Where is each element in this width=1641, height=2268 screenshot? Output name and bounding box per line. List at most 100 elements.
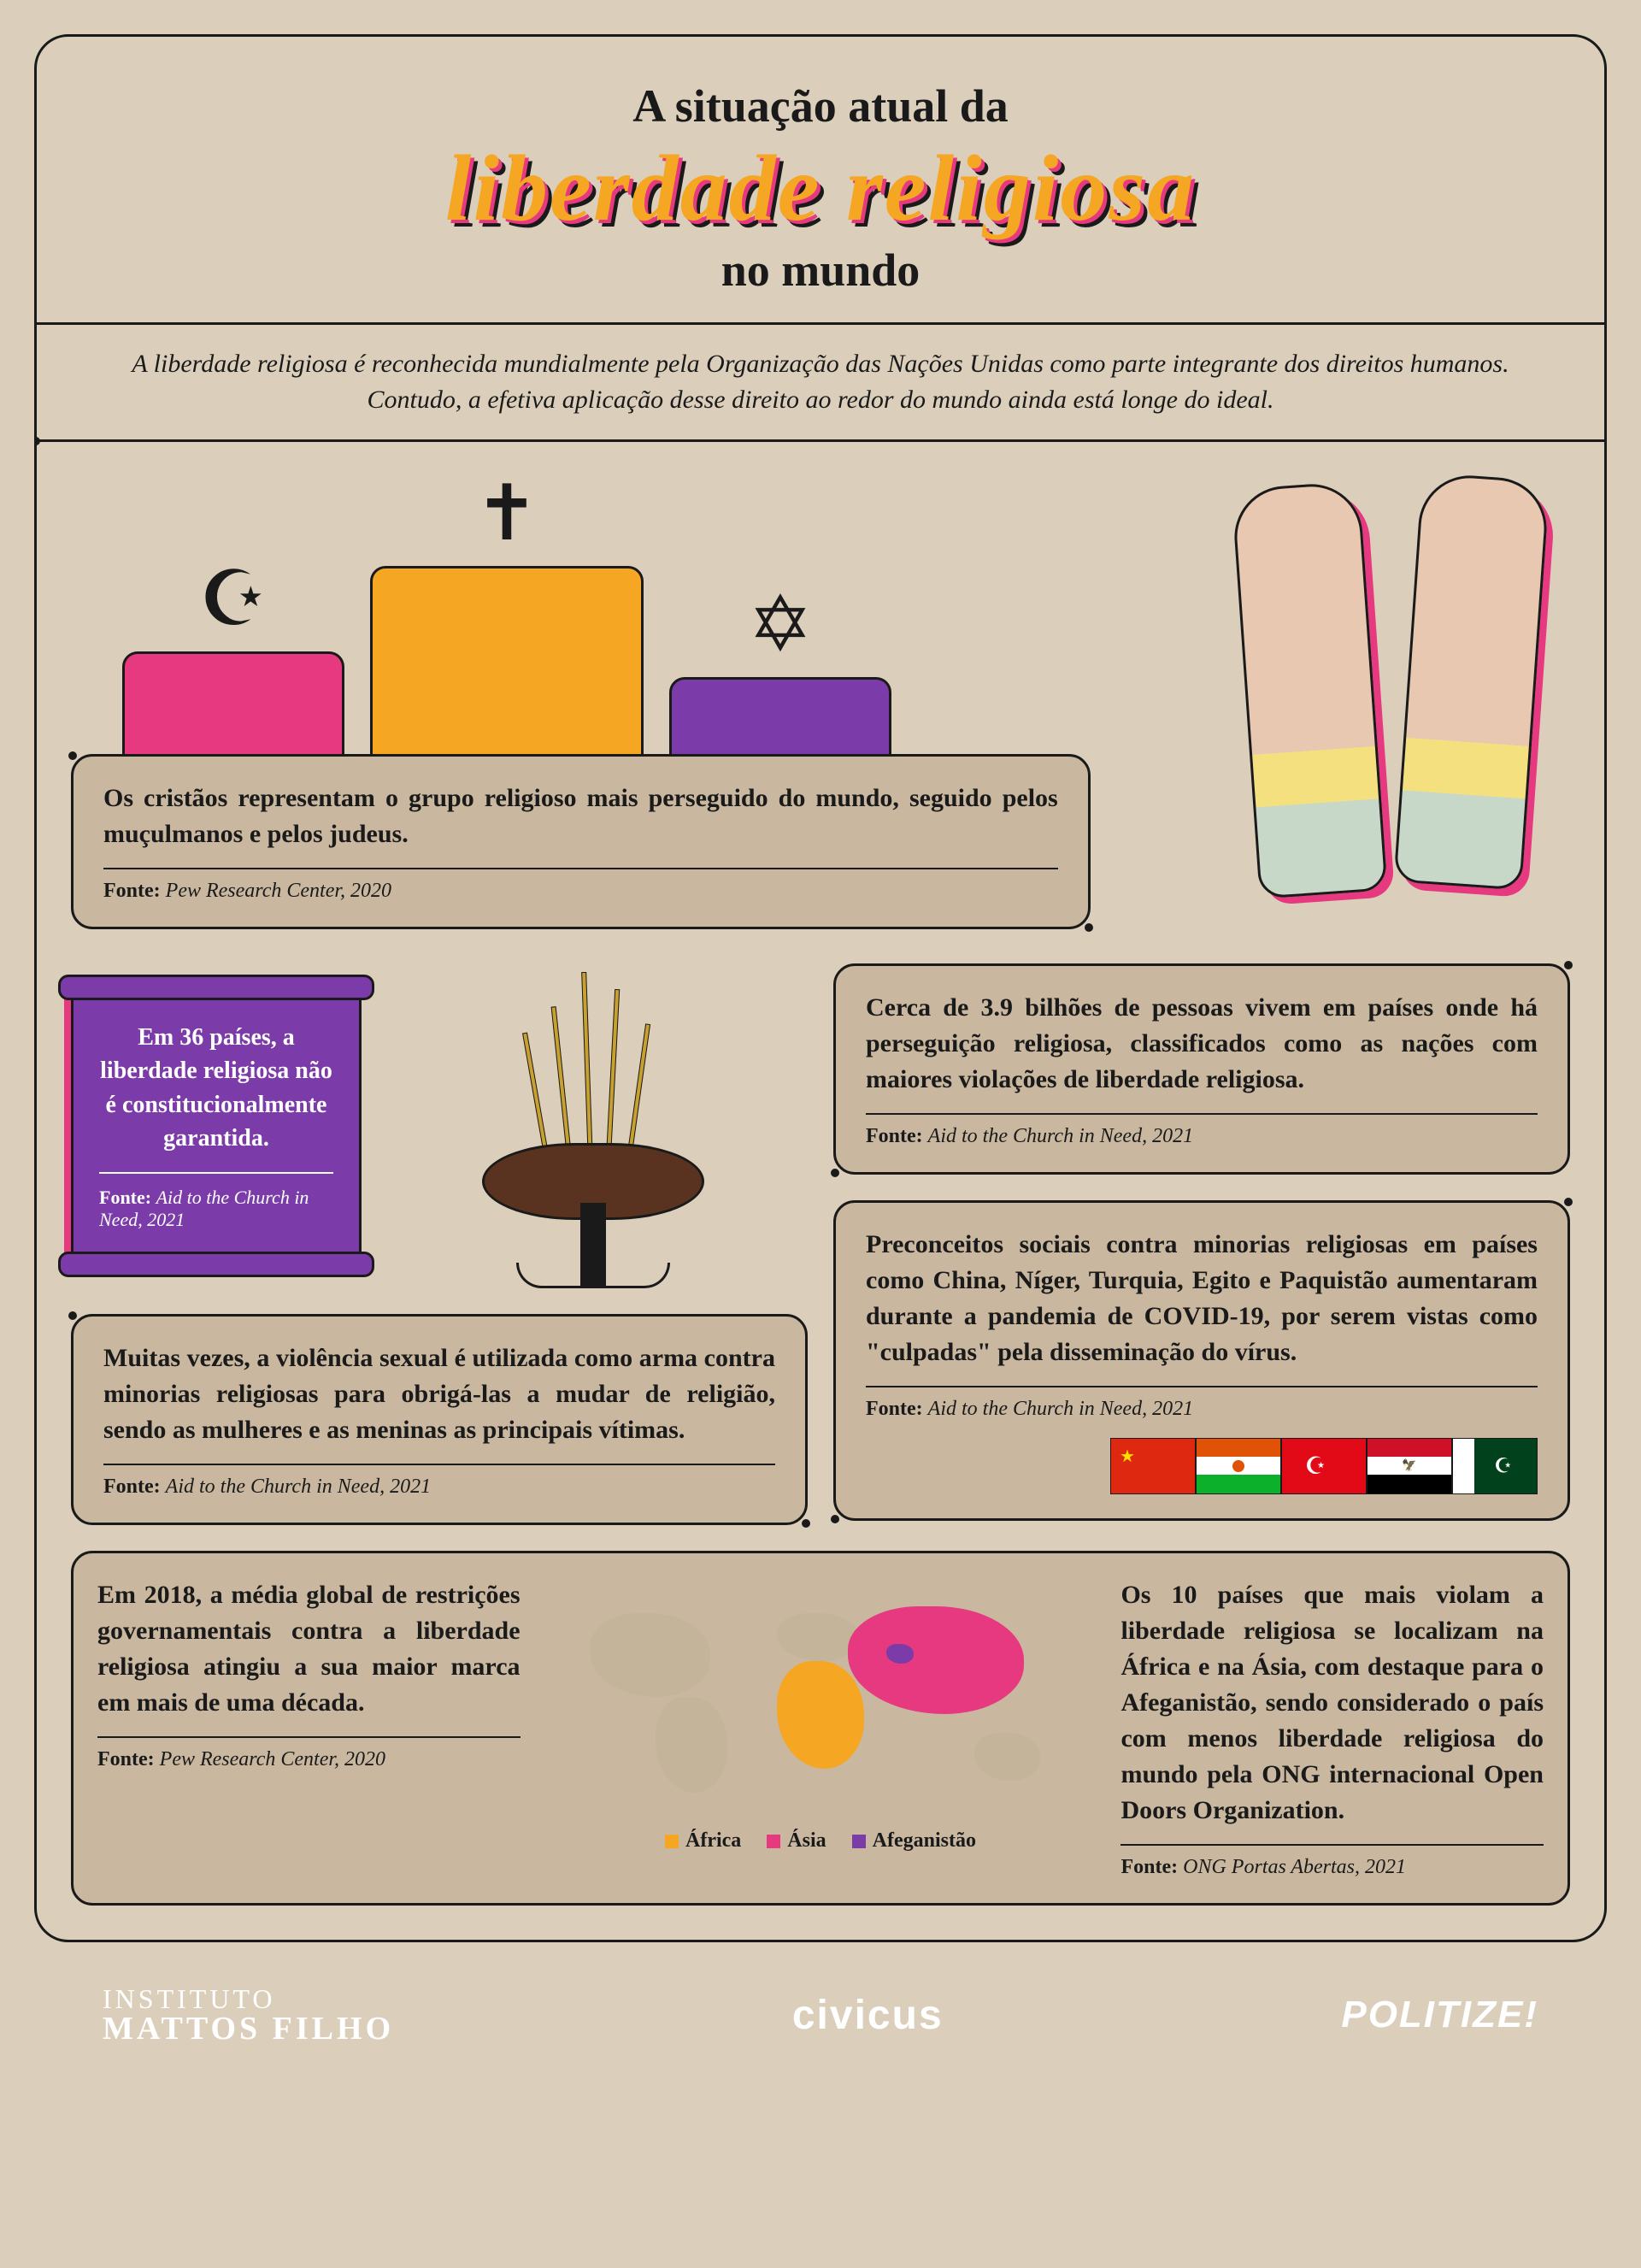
bar-muslim-rect: [122, 651, 344, 763]
hand-left-icon: [1231, 480, 1387, 898]
map-column: África Ásia Afeganistão: [546, 1577, 1096, 1853]
fact-box-1: Os cristãos representam o grupo religios…: [71, 754, 1091, 929]
title-line-1: A situação atual da: [71, 80, 1570, 133]
map-asia: [848, 1606, 1024, 1714]
scroll-fact: Em 36 países, a liberdade religiosa não …: [71, 984, 362, 1268]
source-value: Aid to the Church in Need, 2021: [928, 1125, 1193, 1147]
legend-label: África: [685, 1829, 741, 1853]
scroll-source: Fonte: Aid to the Church in Need, 2021: [99, 1187, 333, 1231]
divider: [866, 1113, 1538, 1115]
divider: [103, 868, 1058, 869]
main-frame: A situação atual da liberdade religiosa …: [34, 34, 1607, 1942]
flag-turkey-icon: [1281, 1438, 1367, 1494]
legend-label: Ásia: [787, 1829, 826, 1853]
footer-logos: INSTITUTO MATTOS FILHO civicus POLITIZE!: [34, 1942, 1607, 2088]
intro-text: A liberdade religiosa é reconhecida mund…: [37, 325, 1604, 442]
swatch-icon: [665, 1835, 679, 1848]
source-label: Fonte:: [97, 1748, 155, 1770]
incense-stick-icon: [550, 1006, 572, 1160]
source-value: Aid to the Church in Need, 2021: [928, 1398, 1193, 1420]
scroll-incense-row: Em 36 países, a liberdade religiosa não …: [71, 963, 808, 1288]
hand-right-icon: [1393, 472, 1550, 890]
bar-christian: ✝: [370, 476, 644, 763]
logo-instituto-mattos-filho: INSTITUTO MATTOS FILHO: [103, 1985, 394, 2045]
divider: [1120, 1844, 1544, 1846]
fact-4-text: Preconceitos sociais contra minorias rel…: [866, 1227, 1538, 1370]
star-of-david-icon: ✡: [748, 587, 812, 664]
fact-1-text: Os cristãos representam o grupo religios…: [103, 781, 1058, 852]
incense-stick-icon: [626, 1023, 650, 1159]
source-value: ONG Portas Abertas, 2021: [1183, 1856, 1406, 1878]
incense-stick-icon: [522, 1033, 550, 1160]
source-value: Aid to the Church in Need, 2021: [166, 1476, 431, 1498]
fact-2-text: Cerca de 3.9 bilhões de pessoas vivem em…: [866, 990, 1538, 1098]
fact-3-source: Fonte: Aid to the Church in Need, 2021: [103, 1476, 775, 1499]
fact-2-source: Fonte: Aid to the Church in Need, 2021: [866, 1125, 1538, 1148]
legend-item-africa: África: [665, 1829, 741, 1853]
praying-hands-illustration: [1228, 459, 1553, 938]
incense-base-icon: [516, 1263, 670, 1288]
map-legend: África Ásia Afeganistão: [546, 1829, 1096, 1853]
fact-box-2: Cerca de 3.9 bilhões de pessoas vivem em…: [833, 963, 1570, 1175]
source-value: Pew Research Center, 2020: [166, 880, 391, 902]
fact-4-source: Fonte: Aid to the Church in Need, 2021: [866, 1398, 1538, 1421]
crescent-star-icon: ☪: [199, 562, 268, 639]
column-right: Cerca de 3.9 bilhões de pessoas vivem em…: [833, 963, 1570, 1521]
fact-1-source: Fonte: Pew Research Center, 2020: [103, 880, 1058, 903]
divider: [866, 1386, 1538, 1387]
bar-jewish: ✡: [669, 587, 891, 763]
fact-box-3: Muitas vezes, a violência sexual é utili…: [71, 1314, 808, 1525]
title-line-2: liberdade religiosa: [71, 141, 1570, 235]
map-africa: [777, 1661, 865, 1769]
logo-civicus: civicus: [792, 1992, 944, 2039]
header: A situação atual da liberdade religiosa …: [37, 37, 1604, 325]
map-region: [656, 1697, 727, 1793]
incense-stick-icon: [581, 972, 593, 1160]
column-left: Em 36 países, a liberdade religiosa não …: [71, 963, 808, 1525]
source-label: Fonte:: [103, 880, 161, 902]
bar-muslim: ☪: [122, 562, 344, 763]
section-persecution-chart: ☪ ✝ ✡ Os cristãos representam o grupo re…: [71, 476, 1570, 929]
section-facts-grid: Em 36 países, a liberdade religiosa não …: [71, 963, 1570, 1525]
incense-illustration: [379, 963, 808, 1288]
content-area: ☪ ✝ ✡ Os cristãos representam o grupo re…: [37, 442, 1604, 1940]
logo-line-2: MATTOS FILHO: [103, 2012, 394, 2045]
source-label: Fonte:: [866, 1398, 923, 1420]
fact-6-source: Fonte: ONG Portas Abertas, 2021: [1120, 1856, 1544, 1879]
flag-niger-icon: [1196, 1438, 1281, 1494]
flag-pakistan-icon: [1452, 1438, 1538, 1494]
divider: [99, 1172, 333, 1174]
source-label: Fonte:: [866, 1125, 923, 1147]
incense-stick-icon: [606, 989, 620, 1160]
fact-6-text: Os 10 países que mais violam a liberdade…: [1120, 1577, 1544, 1829]
source-value: Pew Research Center, 2020: [160, 1748, 385, 1770]
logo-politize: POLITIZE!: [1341, 1994, 1538, 2036]
map-region: [974, 1733, 1040, 1781]
fact-3-text: Muitas vezes, a violência sexual é utili…: [103, 1340, 775, 1448]
world-map-icon: [546, 1577, 1096, 1817]
source-label: Fonte:: [99, 1187, 151, 1208]
source-label: Fonte:: [103, 1476, 161, 1498]
map-afghanistan: [886, 1644, 914, 1663]
scroll-text: Em 36 países, a liberdade religiosa não …: [99, 1021, 333, 1155]
map-region: [777, 1613, 859, 1661]
page: A situação atual da liberdade religiosa …: [0, 0, 1641, 2122]
bar-jewish-rect: [669, 677, 891, 763]
cross-icon: ✝: [474, 476, 538, 553]
divider: [103, 1464, 775, 1465]
flags-row: [866, 1438, 1538, 1494]
flag-egypt-icon: [1367, 1438, 1452, 1494]
flag-china-icon: [1110, 1438, 1196, 1494]
logo-line-1: INSTITUTO: [103, 1985, 394, 2012]
legend-item-afghanistan: Afeganistão: [852, 1829, 976, 1853]
bar-christian-rect: [370, 566, 644, 763]
fact-5-text: Em 2018, a média global de restrições go…: [97, 1577, 521, 1721]
fact-5: Em 2018, a média global de restrições go…: [97, 1577, 521, 1771]
divider: [97, 1736, 521, 1738]
swatch-icon: [852, 1835, 866, 1848]
fact-5-source: Fonte: Pew Research Center, 2020: [97, 1748, 521, 1771]
section-map: Em 2018, a média global de restrições go…: [71, 1551, 1570, 1906]
title-line-3: no mundo: [71, 244, 1570, 297]
fact-6: Os 10 países que mais violam a liberdade…: [1120, 1577, 1544, 1879]
source-label: Fonte:: [1120, 1856, 1178, 1878]
